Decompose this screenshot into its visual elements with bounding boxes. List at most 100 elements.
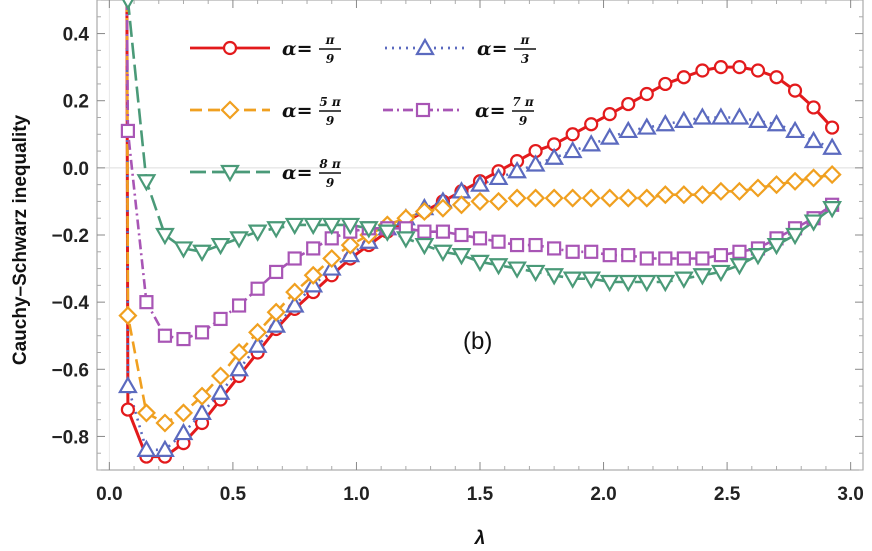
data-point xyxy=(117,375,138,394)
data-point xyxy=(248,322,268,342)
data-point xyxy=(711,264,731,283)
data-point xyxy=(581,271,602,289)
data-point xyxy=(470,174,490,192)
data-point xyxy=(528,237,543,253)
legend-marker xyxy=(222,40,238,56)
data-point xyxy=(692,185,712,205)
data-point xyxy=(581,134,602,152)
data-point xyxy=(584,117,599,132)
data-point xyxy=(618,120,639,139)
data-point xyxy=(192,402,212,421)
data-point xyxy=(173,241,194,259)
data-point xyxy=(695,251,710,266)
data-point xyxy=(229,231,249,249)
legend-frac-den: 9 xyxy=(326,114,335,128)
x-tick-label: 0.0 xyxy=(96,484,122,505)
data-point xyxy=(472,231,488,246)
y-tick-label: −0.4 xyxy=(51,293,89,314)
legend-frac-num: 8 π xyxy=(319,157,341,171)
y-tick-label: 0.0 xyxy=(63,159,89,180)
data-point xyxy=(210,382,231,400)
data-point xyxy=(229,342,249,363)
legend-alpha: α= xyxy=(477,38,508,60)
data-point xyxy=(451,248,472,266)
data-point xyxy=(306,241,321,256)
data-point xyxy=(621,96,636,112)
data-point xyxy=(732,244,747,259)
legend-item: α= 7 π 9 xyxy=(383,95,534,128)
data-point xyxy=(804,168,824,188)
data-point xyxy=(194,325,210,340)
data-point xyxy=(210,366,231,386)
data-point xyxy=(155,413,175,433)
data-point xyxy=(173,403,194,423)
data-point xyxy=(748,248,768,266)
x-axis-title: λ xyxy=(474,528,486,549)
data-point xyxy=(250,281,265,296)
data-point xyxy=(284,295,305,313)
y-axis-title: Cauchy–Schwarz inequality xyxy=(10,114,31,365)
data-point xyxy=(303,217,324,236)
legend-marker xyxy=(415,102,431,118)
data-point xyxy=(695,63,710,78)
data-point xyxy=(470,191,490,211)
data-point xyxy=(525,154,546,172)
data-point xyxy=(636,274,657,293)
data-point xyxy=(173,422,194,441)
data-point xyxy=(285,282,305,302)
data-point xyxy=(673,110,694,128)
data-point xyxy=(713,60,729,75)
data-point xyxy=(488,167,509,186)
data-point xyxy=(544,147,565,165)
data-point xyxy=(803,130,824,149)
data-point xyxy=(711,181,731,201)
x-tick-label: 0.5 xyxy=(220,484,247,505)
data-point xyxy=(785,227,805,246)
data-point xyxy=(544,268,565,286)
data-point xyxy=(785,171,805,191)
data-point xyxy=(825,120,840,135)
legend-alpha: α= xyxy=(282,162,313,184)
y-tick-label: 0.4 xyxy=(63,25,90,46)
data-point xyxy=(618,188,638,208)
x-tick-label: 1.0 xyxy=(343,484,369,505)
data-point xyxy=(621,248,636,263)
data-point xyxy=(639,251,654,266)
data-point xyxy=(822,137,843,155)
data-point xyxy=(785,120,805,139)
data-point xyxy=(120,123,135,139)
data-point xyxy=(544,188,564,208)
data-point xyxy=(417,224,432,239)
data-point xyxy=(231,298,247,313)
data-point xyxy=(673,271,694,289)
data-point xyxy=(451,195,472,215)
data-point xyxy=(750,63,766,78)
data-point xyxy=(803,214,824,232)
data-point xyxy=(602,248,617,263)
legend-frac-den: 3 xyxy=(521,52,529,66)
legend-item: α= 8 π 9 xyxy=(190,157,341,190)
legend-marker xyxy=(220,100,240,120)
data-point xyxy=(584,244,599,259)
legend-frac-num: 5 π xyxy=(319,95,341,109)
data-point xyxy=(321,217,342,236)
data-point xyxy=(454,227,469,243)
data-point xyxy=(637,188,657,208)
data-point xyxy=(155,439,175,457)
data-point xyxy=(658,76,673,92)
data-point xyxy=(247,335,268,353)
data-point xyxy=(806,100,821,115)
y-tick-label: −0.6 xyxy=(51,360,89,381)
data-point xyxy=(711,107,731,125)
series-line xyxy=(125,0,838,425)
data-point xyxy=(713,248,729,263)
data-point xyxy=(547,241,562,256)
data-point xyxy=(491,234,506,249)
legend-marker xyxy=(415,37,435,56)
legend-frac-num: 7 π xyxy=(512,95,534,109)
x-tick-label: 2.0 xyxy=(590,484,616,505)
legend-item: α= π 3 xyxy=(385,33,536,66)
data-point xyxy=(655,274,676,293)
data-point xyxy=(139,295,154,310)
data-point xyxy=(136,174,157,192)
